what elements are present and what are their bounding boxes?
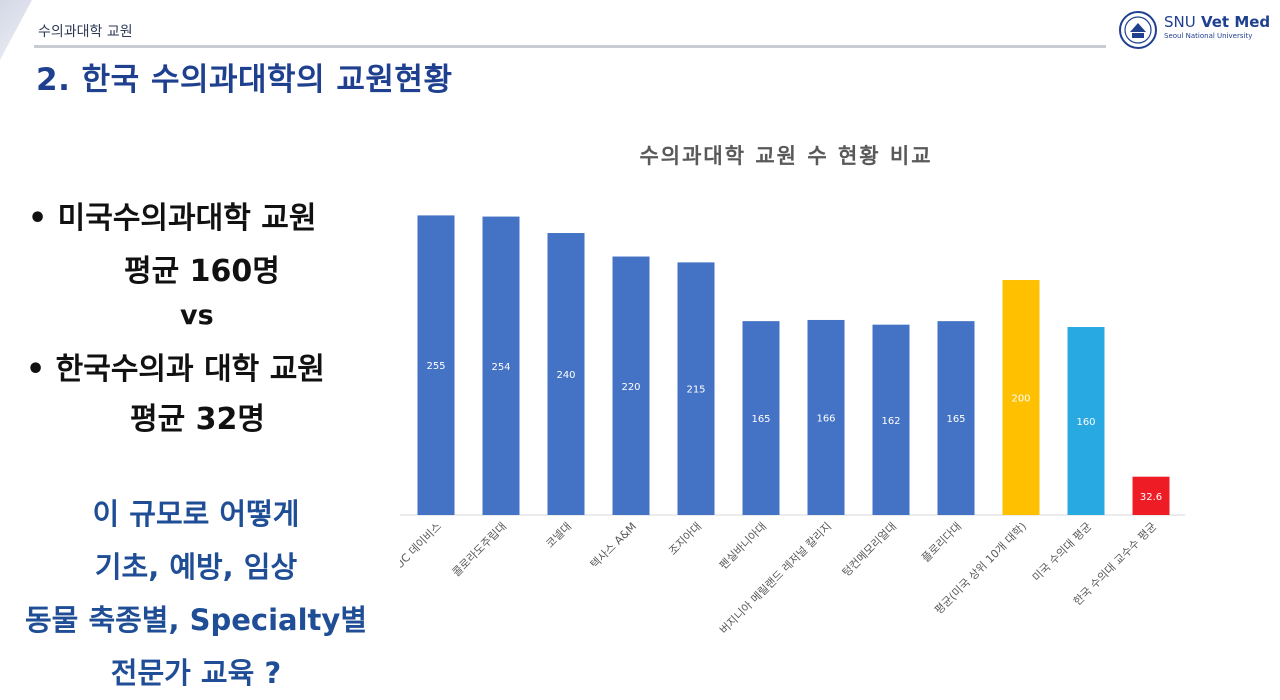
bar (1067, 327, 1105, 515)
category-label: 텍사스 A&M (588, 520, 639, 571)
logo-wordmark: SNU Vet Med (1164, 13, 1270, 31)
category-label: 펜실바니아대 (717, 520, 769, 572)
bullet-kr-faculty: • 한국수의과 대학 교원 (26, 352, 325, 387)
category-label: 코넬대 (543, 520, 574, 551)
bar (417, 215, 455, 516)
data-label: 215 (686, 385, 705, 396)
bar (742, 321, 780, 515)
data-label: 254 (491, 362, 510, 373)
bar (482, 216, 520, 515)
category-label: 텅컨메모리얼대 (839, 519, 899, 579)
chart-title: 수의과대학 교원 수 현황 비교 (639, 144, 932, 168)
bar (547, 233, 585, 515)
data-label: 162 (881, 416, 900, 427)
bar (677, 262, 715, 515)
category-label: 플로리다대 (919, 520, 964, 565)
corner-decoration (0, 0, 32, 60)
bar (807, 319, 845, 515)
data-label: 166 (816, 413, 835, 424)
data-label: 165 (751, 414, 770, 425)
logo-secondary: Vet Med (1200, 13, 1271, 31)
bar (872, 324, 910, 515)
bar (1132, 476, 1170, 515)
data-label: 32.6 (1140, 492, 1162, 503)
question-line: 기초, 예방, 임상 (94, 550, 298, 584)
data-label: 165 (946, 414, 965, 425)
category-label: 조지아대 (666, 520, 704, 558)
question-line: 이 규모로 어떻게 (92, 497, 300, 531)
header-divider (34, 45, 1106, 48)
data-label: 255 (426, 361, 445, 372)
logo-primary: SNU (1164, 13, 1196, 31)
data-label: 200 (1011, 394, 1030, 405)
question-block: 이 규모로 어떻게 기초, 예방, 임상 동물 축종별, Specialty별 … (0, 488, 392, 700)
value-labels-group: 255 254 240 220 215 165 166 162 165 200 160 32.6 (426, 361, 1162, 503)
category-label: 미국 수의대 평균 (1030, 520, 1094, 584)
faculty-bar-chart: 수의과대학 교원 수 현황 비교 255 254 240 220 215 165 166 16… (400, 144, 1185, 637)
question-line: 전문가 교육 ? (110, 656, 282, 690)
question-line: 동물 축종별, Specialty별 (24, 603, 367, 637)
bar (612, 256, 650, 515)
bar (1002, 280, 1040, 515)
section-label: 수의과대학 교원 (38, 24, 133, 40)
us-average: 평균 160명 (124, 254, 280, 289)
kr-average: 평균 32명 (130, 402, 265, 437)
snu-logo: SNU Vet Med Seoul National University (1118, 10, 1278, 50)
bar (937, 321, 975, 515)
logo-subtitle: Seoul National University (1164, 32, 1253, 40)
category-label: 콜로라도주립대 (450, 520, 509, 579)
category-label: UC 데이비스 (400, 520, 444, 571)
data-label: 240 (556, 370, 575, 381)
vs-label: vs (180, 300, 214, 331)
category-label: 버지니아 메릴랜드 레저널 칼리지 (717, 520, 834, 637)
data-label: 160 (1076, 417, 1095, 428)
page-title: 2. 한국 수의과대학의 교원현황 (36, 62, 453, 98)
bars-group (417, 215, 1170, 516)
data-label: 220 (621, 382, 640, 393)
snu-emblem-icon (1119, 11, 1157, 49)
bullet-us-faculty: • 미국수의과대학 교원 (28, 201, 317, 236)
